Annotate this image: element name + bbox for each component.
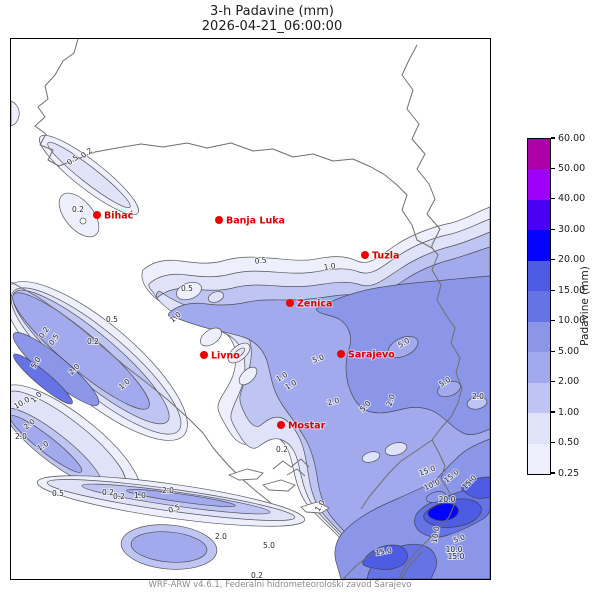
contour-label: 0.2	[276, 445, 288, 454]
colorbar-segment-40-50	[528, 169, 550, 200]
contour-label: 15.0	[448, 552, 465, 561]
contour-label: 0.2	[87, 337, 99, 346]
city-marker-layer: Bihać Banja Luka Tuzla Zenica Livno Sarajevo M…	[93, 210, 400, 433]
contour-label: 2.0	[162, 486, 174, 495]
colorbar-tick-label: 0.50	[558, 437, 580, 449]
colorbar-segment-2-5	[528, 352, 550, 383]
contour-fills	[11, 100, 490, 579]
contour-label: 10.0	[430, 525, 442, 543]
colorbar-tick-label: 60.00	[558, 132, 586, 144]
city-label: Sarajevo	[348, 350, 395, 361]
contour-label: 15.0	[375, 546, 393, 558]
colorbar-tick-label: 0.25	[558, 467, 580, 479]
border-south-coast	[342, 547, 423, 579]
colorbar-segment-5-10	[528, 321, 550, 353]
colorbar-tick-label: 10.00	[558, 315, 586, 327]
colorbar-segment-50-60	[528, 139, 550, 170]
colorbar-tick-mark	[551, 289, 555, 291]
border-montenegro	[360, 439, 433, 510]
contour-label: 2.0	[15, 432, 27, 441]
colorbar-tick-label: 50.00	[558, 162, 586, 174]
city-marker-banja-luka	[215, 216, 223, 224]
city-label: Zenica	[297, 299, 332, 310]
contour-label: 2.0	[472, 392, 484, 401]
colorbar-segment-30-40	[528, 199, 550, 231]
contour-label: 0.5	[181, 284, 193, 293]
colorbar-tick-label: 20.00	[558, 254, 586, 266]
contour-label: 0.5	[52, 489, 64, 498]
adriatic-island	[262, 479, 296, 492]
city-marker-tuzla	[361, 251, 369, 259]
city-marker-zenica	[286, 299, 294, 307]
city-marker-sarajevo	[337, 350, 345, 358]
adriatic-island	[227, 468, 264, 481]
colorbar-axis-label: Padavine (mm)	[577, 138, 593, 473]
colorbar-tick-mark	[551, 167, 555, 170]
colorbar-tick-label: 2.00	[558, 376, 580, 388]
city-label: Banja Luka	[226, 216, 285, 227]
contour-label: 2.0	[215, 532, 227, 541]
colorbar-segment-0.5-1	[528, 413, 550, 444]
city-label: Livno	[211, 351, 240, 362]
contour-label: 0.2	[72, 205, 84, 214]
precipitation-contour-map: 0.5 0.20.20.51.00.51.00.50.20.55.01.01.02…	[11, 39, 490, 579]
contour-label: 1.0	[134, 491, 146, 500]
contour-label: 1.0	[323, 261, 336, 272]
figure-title: 3-h Padavine (mm) 2026-04-21_06:00:00	[10, 4, 534, 34]
colorbar-tick-label: 30.00	[558, 223, 586, 235]
contour-label: 20.0	[439, 495, 456, 504]
colorbar-tick-mark	[551, 320, 555, 322]
title-line-2: 2026-04-21_06:00:00	[201, 19, 343, 34]
colorbar	[527, 138, 551, 475]
city-marker-livno	[200, 351, 208, 359]
title-line-1: 3-h Padavine (mm)	[210, 4, 334, 19]
colorbar-segment-1-2	[528, 382, 550, 414]
border-neum	[272, 458, 310, 477]
city-marker-bihać	[93, 211, 101, 219]
colorbar-tick-mark	[551, 381, 555, 383]
colorbar-ticks: 60.00 50.00 40.00 30.00 20.00 15.00 10.00 5.00 2…	[549, 133, 600, 479]
colorbar-tick-mark	[551, 137, 555, 139]
adriatic-island	[300, 501, 330, 514]
colorbar-tick-mark	[551, 472, 555, 474]
contour-label: 2.0	[326, 396, 340, 408]
colorbar-tick-label: 15.00	[558, 284, 586, 296]
border-croatia-serbia	[401, 44, 441, 248]
contour-label: 10.0	[446, 545, 463, 554]
map-panel: 0.5 0.2 0.2 0.5 1.0 0.5 1.0 0.5 0.2 0.5 5.0 1.0 1.0 2…	[10, 38, 491, 580]
footer-credit: WRF-ARW v4.6.1, Federalni hidrometeorolo…	[148, 580, 412, 590]
colorbar-segment-20-30	[528, 230, 550, 261]
colorbar-tick-mark	[551, 228, 555, 230]
contour-label: 0.2	[251, 571, 263, 579]
contour-label: 0.2	[102, 488, 114, 497]
colorbar-tick-mark	[551, 350, 555, 352]
colorbar-tick-label: 1.00	[558, 406, 580, 418]
contour-label: 0.2	[113, 492, 125, 501]
colorbar-tick-label: 40.00	[558, 193, 586, 205]
contour-label: 5.0	[263, 541, 275, 550]
colorbar-tick-mark	[551, 411, 555, 413]
colorbar-segment-10-15	[528, 291, 550, 322]
border-croatia-north	[34, 39, 433, 249]
colorbar-tick-mark	[551, 198, 555, 200]
colorbar-tick-mark	[551, 259, 555, 261]
colorbar-tick-label: 5.00	[558, 345, 580, 357]
contour-label: 2.0	[384, 393, 397, 408]
city-label: Mostar	[288, 421, 326, 432]
colorbar-segment-15-20	[528, 260, 550, 292]
city-label: Bihać	[104, 211, 134, 222]
city-marker-mostar	[277, 421, 285, 429]
country-borders	[11, 39, 463, 579]
contour-label: 0.5	[106, 315, 118, 324]
city-label: Tuzla	[372, 251, 399, 262]
contour-label: 0.5	[254, 255, 267, 266]
colorbar-axis-label-text: Padavine (mm)	[579, 265, 591, 346]
colorbar-tick-mark	[551, 441, 555, 444]
border-drina-east	[398, 247, 463, 579]
colorbar-segment-0.25-0.5	[528, 443, 550, 474]
